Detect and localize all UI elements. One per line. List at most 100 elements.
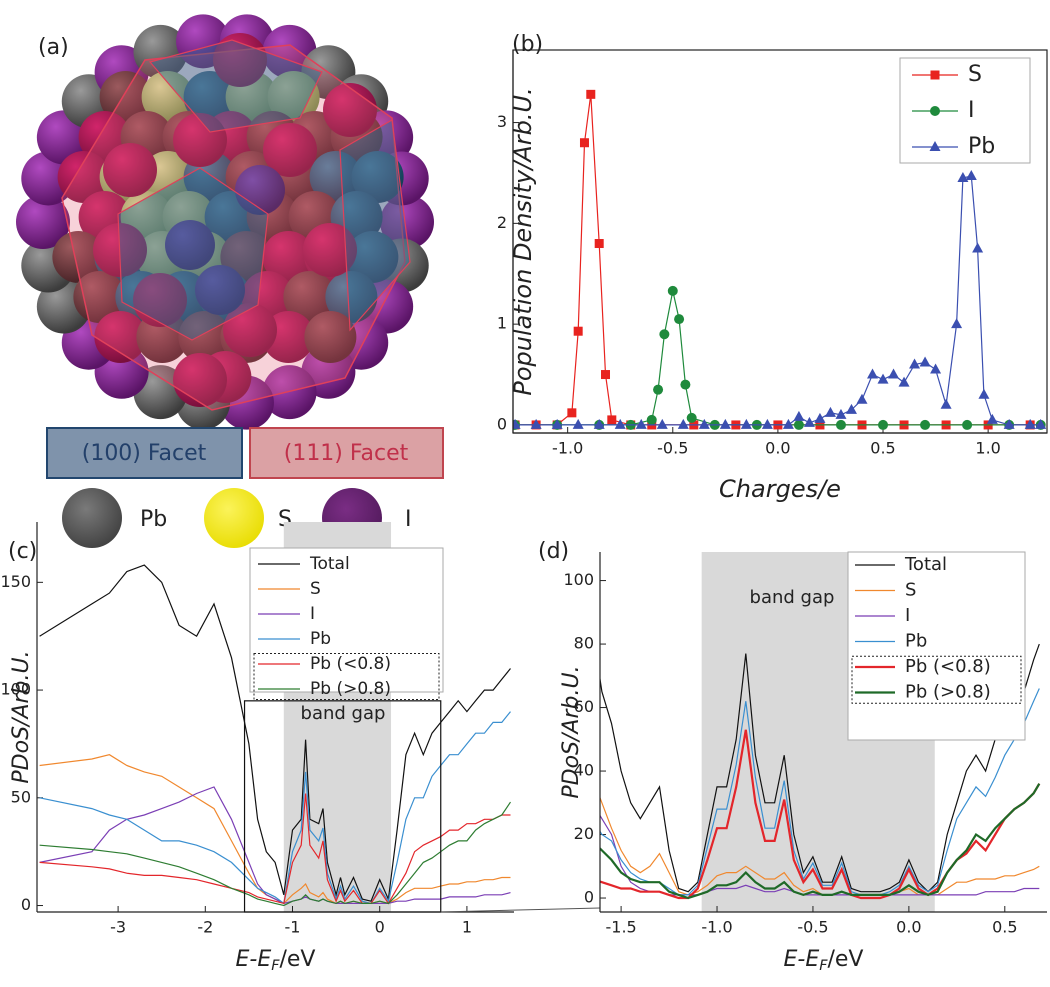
data-point	[878, 419, 889, 430]
y-tick-label: 1	[497, 314, 507, 333]
atom	[262, 231, 315, 283]
data-point	[962, 419, 973, 430]
legend-label: I	[905, 605, 910, 626]
y-tick-label: 0	[584, 888, 594, 907]
facet-box	[249, 427, 444, 479]
y-tick-label: 20	[574, 824, 594, 843]
series-line	[39, 564, 511, 902]
data-point	[814, 412, 826, 423]
x-tick-label: -0.5	[657, 439, 688, 458]
data-point	[986, 413, 998, 424]
atom-label: I	[405, 507, 412, 532]
data-point	[793, 410, 805, 421]
plot-area	[513, 89, 1047, 430]
nanocluster-image	[16, 14, 434, 430]
data-point	[920, 419, 931, 430]
atom	[165, 220, 215, 270]
series-line	[600, 783, 1041, 900]
panel-label: (c)	[8, 539, 37, 564]
x-tick-label: 1.0	[975, 439, 1000, 458]
data-point	[607, 415, 617, 425]
legend-label: Pb (<0.8)	[905, 656, 991, 677]
facet-box	[46, 427, 243, 479]
series-line	[39, 793, 511, 905]
data-point	[677, 418, 689, 429]
atom	[346, 231, 399, 283]
atom	[325, 271, 378, 323]
data-point	[888, 368, 900, 379]
data-point	[594, 239, 604, 249]
legend-label: I	[968, 98, 975, 123]
x-tick-label: -1.0	[552, 439, 583, 458]
data-point	[965, 169, 977, 180]
x-tick-label: -0.5	[797, 918, 828, 937]
series-line	[515, 290, 1041, 426]
atom	[103, 143, 157, 197]
x-tick-label: 0.0	[765, 439, 790, 458]
x-axis-label-sub: F	[271, 958, 280, 974]
atom	[351, 151, 404, 203]
atom	[195, 265, 245, 315]
data-point	[978, 388, 990, 399]
data-point	[593, 418, 605, 429]
legend-label: Total	[309, 554, 350, 574]
data-point	[680, 379, 691, 390]
data-point	[601, 370, 611, 380]
atom	[263, 123, 317, 177]
data-point	[898, 376, 910, 387]
data-point	[686, 412, 697, 423]
data-point	[940, 398, 952, 409]
facet-111	[61, 44, 406, 411]
legend-marker	[929, 141, 941, 151]
legend-label: Pb (<0.8)	[310, 654, 391, 674]
series-line	[600, 643, 1040, 893]
y-axis-label: Population Density/Arb.U.	[509, 87, 537, 395]
data-point	[551, 418, 563, 429]
y-tick-label: 100	[563, 570, 594, 589]
x-tick-label: 0.5	[992, 918, 1017, 937]
facet-100	[339, 119, 411, 332]
x-axis-label-unit: /eV	[279, 947, 315, 972]
data-point	[513, 418, 521, 429]
x-tick-label: 0	[375, 918, 385, 937]
data-point	[856, 393, 868, 404]
atom	[133, 24, 188, 79]
x-axis-label-unit: /eV	[827, 947, 863, 972]
data-point	[835, 408, 847, 419]
atom	[380, 195, 434, 249]
atom	[99, 71, 152, 123]
legend-label: Pb	[968, 134, 995, 159]
data-point	[573, 326, 583, 336]
atom	[213, 33, 267, 87]
data-point	[586, 89, 596, 99]
data-point	[567, 408, 577, 418]
x-axis-label: Charges/e	[719, 475, 841, 503]
y-tick-label: 100	[0, 680, 31, 699]
legend-box	[249, 547, 444, 693]
legend-label: Pb	[905, 631, 927, 652]
data-point	[646, 414, 657, 425]
facet-label: (111) Facet	[284, 441, 409, 466]
series-line	[600, 729, 1041, 900]
legend-label: S	[968, 62, 982, 87]
y-tick-label: 2	[497, 213, 507, 232]
x-axis-label-sub: F	[819, 958, 828, 974]
data-point	[845, 403, 857, 414]
x-tick-label: -1	[285, 918, 301, 937]
atom	[267, 71, 320, 123]
data-point	[793, 419, 804, 430]
data-point	[919, 356, 931, 367]
data-point	[659, 329, 670, 340]
x-tick-label: -1.0	[701, 918, 732, 937]
chart-panel: band gap -3 -2 -1 0 1 0 50 100 150 (c) PDoS/Arb.U. E…	[0, 522, 601, 974]
legend-group-box	[851, 655, 1022, 704]
data-point	[803, 416, 815, 427]
data-point	[656, 418, 668, 429]
legend-label: Pb	[310, 629, 331, 649]
y-tick-label: 150	[0, 572, 31, 591]
series-line	[39, 711, 511, 905]
legend-box	[847, 551, 1026, 741]
x-tick-label: -2	[197, 918, 213, 937]
